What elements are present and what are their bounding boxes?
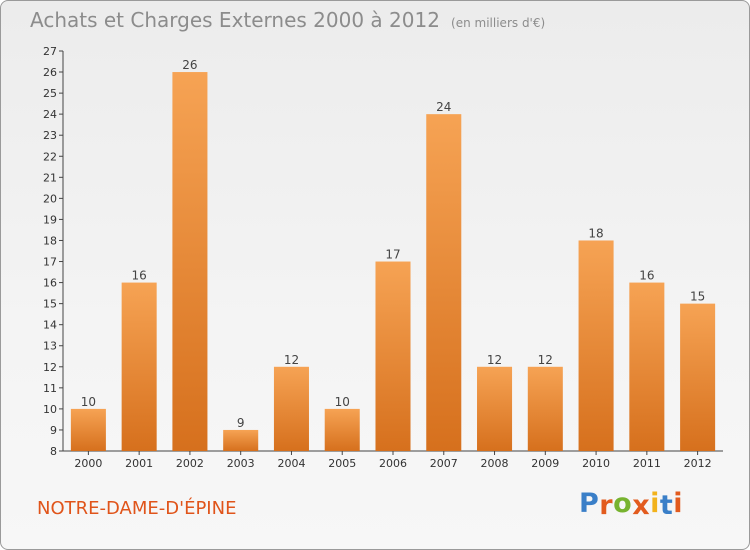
data-label: 12 <box>284 353 299 367</box>
y-tick-label: 14 <box>43 319 57 332</box>
y-tick-label: 15 <box>43 298 57 311</box>
y-tick-label: 9 <box>50 424 57 437</box>
logo-letter: o <box>613 488 633 519</box>
y-tick-label: 20 <box>43 192 57 205</box>
y-tick-label: 12 <box>43 361 57 374</box>
data-label: 10 <box>81 395 96 409</box>
chart-title-block: Achats et Charges Externes 2000 à 2012 (… <box>30 8 545 32</box>
chart-subtitle: (en milliers d'€) <box>451 16 546 30</box>
logo-letter: i <box>650 488 660 519</box>
data-label: 24 <box>436 100 451 114</box>
bar-2006 <box>375 261 411 451</box>
data-label: 10 <box>335 395 350 409</box>
logo-letter: P <box>579 488 600 519</box>
x-tick-label: 2012 <box>684 457 712 470</box>
data-label: 12 <box>538 353 553 367</box>
commune-name: NOTRE-DAME-D'ÉPINE <box>37 498 237 519</box>
y-tick-label: 27 <box>43 45 57 58</box>
y-tick-label: 16 <box>43 277 57 290</box>
bar-2008 <box>477 366 513 451</box>
bar-2012 <box>680 303 716 451</box>
x-tick-label: 2000 <box>74 457 102 470</box>
bar-2009 <box>527 366 563 451</box>
data-label: 12 <box>487 353 502 367</box>
x-tick-label: 2008 <box>481 457 509 470</box>
x-tick-label: 2003 <box>227 457 255 470</box>
y-tick-label: 21 <box>43 171 57 184</box>
bar-2002 <box>172 72 208 451</box>
data-label: 17 <box>385 248 400 262</box>
x-tick-label: 2010 <box>582 457 610 470</box>
logo-letter: x <box>632 490 651 521</box>
x-tick-label: 2006 <box>379 457 407 470</box>
x-tick-label: 2005 <box>328 457 356 470</box>
bar-2010 <box>578 240 614 451</box>
data-label: 18 <box>588 226 603 240</box>
bar-2005 <box>324 408 360 451</box>
x-tick-label: 2004 <box>277 457 305 470</box>
logo-letter: i <box>673 488 684 519</box>
y-tick-label: 8 <box>50 445 57 458</box>
x-tick-label: 2002 <box>176 457 204 470</box>
y-tick-label: 18 <box>43 234 57 247</box>
y-tick-label: 17 <box>43 256 57 269</box>
data-label: 26 <box>182 58 197 72</box>
y-tick-label: 22 <box>43 150 57 163</box>
data-label: 16 <box>639 269 654 283</box>
data-label: 16 <box>132 269 147 283</box>
y-tick-label: 25 <box>43 87 57 100</box>
x-tick-label: 2001 <box>125 457 153 470</box>
bar-2001 <box>121 282 157 451</box>
y-tick-label: 10 <box>43 403 57 416</box>
y-tick-label: 11 <box>43 382 57 395</box>
x-tick-label: 2009 <box>531 457 559 470</box>
chart-title: Achats et Charges Externes 2000 à 2012 <box>30 8 440 32</box>
bar-2003 <box>223 429 259 451</box>
bar-2011 <box>629 282 665 451</box>
bar-2007 <box>426 114 462 451</box>
data-label: 9 <box>237 416 245 430</box>
data-label: 15 <box>690 290 705 304</box>
bar-2000 <box>70 408 106 451</box>
bar-2004 <box>273 366 309 451</box>
y-tick-label: 23 <box>43 129 57 142</box>
y-tick-label: 26 <box>43 66 57 79</box>
y-tick-label: 13 <box>43 340 57 353</box>
y-tick-label: 19 <box>43 213 57 226</box>
logo-letter: r <box>599 490 614 521</box>
y-tick-label: 24 <box>43 108 57 121</box>
x-tick-label: 2007 <box>430 457 458 470</box>
proxiti-logo: Proxiti <box>579 488 684 521</box>
logo-letter: t <box>659 490 674 521</box>
x-tick-label: 2011 <box>633 457 661 470</box>
